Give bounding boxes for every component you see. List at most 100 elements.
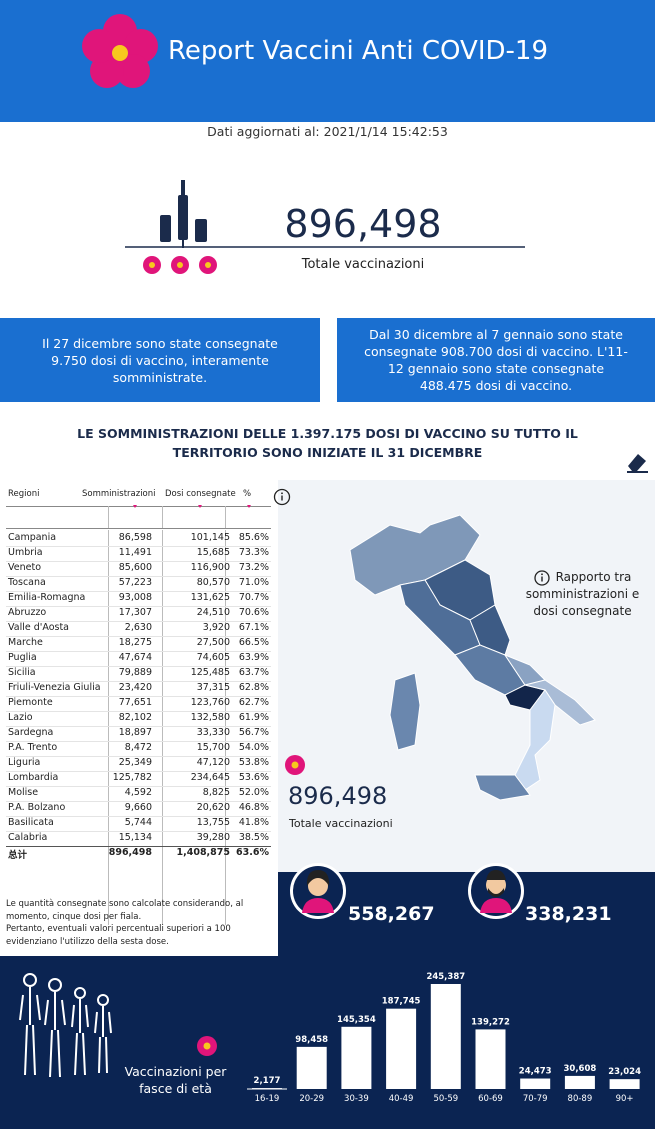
- table-cell: 9,660: [124, 802, 152, 813]
- table-cell: Campania: [8, 532, 57, 543]
- bar-value-label: 98,458: [295, 1035, 328, 1045]
- table-cell: 57,223: [118, 577, 152, 588]
- table-cell: Puglia: [8, 652, 37, 663]
- table-cell: P.A. Trento: [8, 742, 58, 753]
- total-value: 896,498: [284, 202, 442, 246]
- table-cell: Umbria: [8, 547, 43, 558]
- table-cell: Valle d'Aosta: [8, 622, 70, 633]
- table-cell: 77,651: [118, 697, 152, 708]
- bar-value-label: 30,608: [563, 1064, 596, 1074]
- table-cell: Friuli-Venezia Giulia: [8, 682, 101, 693]
- table-rule: [6, 815, 271, 817]
- table-cell: 132,580: [190, 712, 230, 723]
- table-cell: Dosi consegnate: [165, 489, 236, 499]
- bar: [475, 1029, 506, 1089]
- table-rule: [162, 530, 163, 925]
- table-rule: [225, 530, 226, 925]
- table-cell: 2,630: [124, 622, 152, 633]
- table-cell: 101,145: [190, 532, 230, 543]
- table-rule: [6, 575, 271, 577]
- map-total: 896,498: [288, 782, 388, 810]
- table-cell: 4,592: [124, 787, 152, 798]
- table-cell: Marche: [8, 637, 43, 648]
- table-rule: [6, 545, 271, 547]
- table-cell: 125,485: [190, 667, 230, 678]
- table-rule: [6, 528, 271, 529]
- region-table: Regioni Somministrazioni Dosi consegnate% C…: [0, 480, 278, 955]
- x-tick-label: 70-79: [523, 1094, 548, 1104]
- table-cell: 53.6%: [238, 772, 269, 783]
- age-panel: [0, 956, 655, 1129]
- table-rule: [6, 845, 271, 847]
- flower-icon: [285, 755, 305, 775]
- table-cell: 1,408,875: [176, 847, 231, 858]
- table-cell: 39,280: [196, 832, 230, 843]
- table-cell: 85.6%: [238, 532, 269, 543]
- bar: [341, 1026, 372, 1089]
- table-rule: [162, 506, 163, 528]
- table-rule: [225, 506, 226, 528]
- table-cell: %: [243, 489, 252, 499]
- table-cell: 总计: [8, 850, 28, 861]
- table-rule: [6, 740, 271, 742]
- table-cell: 8,472: [124, 742, 152, 753]
- table-cell: 52.0%: [238, 787, 269, 798]
- age-chart-title: Vaccinazioni per fasce di età: [124, 1064, 227, 1096]
- table-cell: 70.6%: [238, 607, 269, 618]
- table-cell: 8,825: [202, 787, 230, 798]
- table-cell: Abruzzo: [8, 607, 47, 618]
- table-cell: 56.7%: [238, 727, 269, 738]
- table-cell: 896,498: [108, 847, 152, 858]
- info-icon: [273, 488, 291, 506]
- header: Report Vaccini Anti COVID-19: [0, 0, 655, 122]
- bar: [386, 1008, 417, 1089]
- table-cell: 73.2%: [238, 562, 269, 573]
- flower-logo: [82, 14, 158, 88]
- table-rule: [6, 785, 271, 787]
- x-tick-label: 50-59: [433, 1094, 458, 1104]
- table-cell: 63.6%: [236, 847, 269, 858]
- table-cell: 125,782: [112, 772, 152, 783]
- table-cell: Veneto: [8, 562, 42, 573]
- total-label: Totale vaccinazioni: [301, 257, 425, 272]
- table-rule: [6, 605, 271, 607]
- footnote: Le quantità consegnate sono calcolate co…: [6, 898, 268, 948]
- table-cell: 24,510: [196, 607, 230, 618]
- x-tick-label: 40-49: [389, 1094, 414, 1104]
- bar: [609, 1079, 640, 1089]
- footnote-line: Pertanto, eventuali valori percentuali s…: [6, 924, 231, 947]
- table-cell: 61.9%: [238, 712, 269, 723]
- table-cell: Somministrazioni: [82, 489, 156, 499]
- table-rule: [6, 635, 271, 637]
- info-icon: [534, 570, 550, 586]
- table-cell: Calabria: [8, 832, 48, 843]
- table-rule: [6, 830, 271, 832]
- table-cell: 5,744: [124, 817, 152, 828]
- table-rule: [6, 665, 271, 667]
- sort-marker: [198, 505, 202, 508]
- table-cell: 85,600: [118, 562, 152, 573]
- crowd-icon: [19, 973, 112, 1078]
- table-cell: Lombardia: [8, 772, 59, 783]
- table-cell: 234,645: [190, 772, 230, 783]
- table-cell: Molise: [8, 787, 39, 798]
- table-cell: 33,330: [196, 727, 230, 738]
- updated: Dati aggiornati al: 2021/1/14 15:42:53: [207, 124, 448, 139]
- table-cell: Basilicata: [8, 817, 54, 828]
- table-cell: 80,570: [196, 577, 230, 588]
- bar: [564, 1075, 595, 1089]
- table-cell: Sicilia: [8, 667, 36, 678]
- table-cell: Lazio: [8, 712, 33, 723]
- x-tick-label: 80-89: [568, 1094, 593, 1104]
- bar: [430, 984, 461, 1089]
- table-rule: [6, 755, 271, 757]
- table-cell: 15,134: [118, 832, 152, 843]
- bar-value-label: 245,387: [426, 972, 465, 982]
- sort-marker: [247, 505, 251, 508]
- table-rule: [6, 560, 271, 562]
- table-rule: [6, 680, 271, 682]
- table-rule: [6, 710, 271, 712]
- table-cell: 37,315: [196, 682, 230, 693]
- table-cell: 25,349: [118, 757, 152, 768]
